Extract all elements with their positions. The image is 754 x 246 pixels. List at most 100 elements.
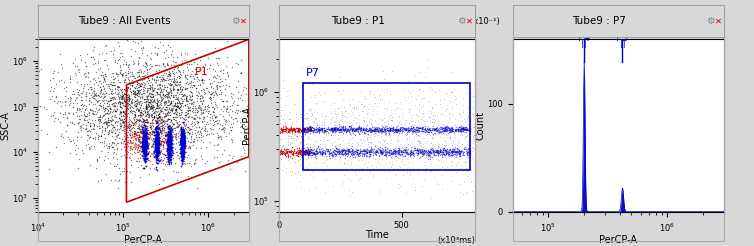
- Point: [116, 94, 128, 98]
- Point: [417, 129, 429, 133]
- Point: [306, 153, 318, 157]
- Point: [220, 106, 232, 110]
- Point: [138, 145, 150, 149]
- Point: [136, 71, 149, 75]
- Point: [124, 109, 136, 113]
- Point: [372, 147, 385, 151]
- Point: [242, 71, 254, 75]
- Point: [398, 126, 410, 130]
- Point: [163, 144, 175, 148]
- Point: [153, 92, 165, 96]
- Point: [136, 141, 149, 145]
- Point: [136, 154, 149, 158]
- Point: [131, 82, 143, 86]
- Point: [87, 55, 100, 59]
- Point: [306, 128, 318, 132]
- Point: [165, 63, 177, 67]
- Point: [411, 142, 423, 146]
- Point: [234, 154, 247, 158]
- Point: [296, 152, 308, 155]
- Point: [176, 125, 188, 129]
- Point: [280, 125, 292, 129]
- Point: [149, 146, 161, 150]
- Point: [366, 121, 378, 125]
- Point: [391, 149, 403, 153]
- Point: [328, 109, 340, 113]
- Point: [412, 151, 425, 155]
- Point: [153, 138, 165, 141]
- Point: [183, 132, 195, 136]
- Point: [155, 87, 167, 91]
- Point: [307, 130, 319, 134]
- Point: [138, 151, 150, 155]
- Point: [103, 92, 115, 96]
- Point: [139, 150, 152, 154]
- Point: [299, 148, 311, 152]
- Point: [109, 90, 121, 93]
- Point: [293, 148, 305, 152]
- Point: [151, 91, 163, 94]
- Point: [333, 75, 345, 78]
- Point: [363, 126, 375, 130]
- Point: [454, 149, 466, 153]
- Point: [141, 110, 153, 114]
- Point: [207, 74, 219, 78]
- Point: [156, 117, 168, 121]
- Point: [176, 132, 188, 136]
- Point: [452, 126, 464, 130]
- Point: [183, 81, 195, 85]
- Point: [90, 166, 102, 170]
- Point: [152, 159, 164, 163]
- Point: [152, 148, 164, 152]
- Point: [305, 95, 317, 99]
- Point: [180, 98, 192, 102]
- Point: [232, 103, 244, 107]
- Point: [444, 148, 456, 152]
- Point: [372, 127, 384, 131]
- Point: [139, 142, 151, 146]
- Point: [146, 95, 158, 99]
- Point: [349, 129, 361, 133]
- Point: [437, 150, 449, 154]
- Point: [197, 115, 209, 119]
- Point: [57, 80, 69, 84]
- Point: [385, 113, 397, 117]
- Text: P4: P4: [578, 32, 590, 43]
- Point: [159, 108, 171, 111]
- Point: [461, 166, 473, 170]
- Point: [54, 120, 66, 124]
- Point: [138, 145, 150, 149]
- Point: [412, 127, 425, 131]
- Point: [165, 107, 177, 110]
- Point: [375, 150, 387, 154]
- Point: [129, 113, 141, 117]
- Point: [156, 98, 168, 102]
- Point: [327, 154, 339, 158]
- Point: [165, 124, 177, 128]
- Point: [369, 151, 381, 155]
- Point: [155, 140, 167, 144]
- Point: [454, 127, 466, 131]
- Point: [238, 122, 250, 126]
- Point: [163, 147, 175, 151]
- Point: [130, 144, 143, 148]
- Point: [295, 134, 307, 138]
- Point: [136, 137, 149, 141]
- Point: [149, 133, 161, 137]
- Point: [340, 152, 352, 156]
- Point: [289, 132, 301, 136]
- Point: [365, 150, 377, 154]
- Point: [151, 132, 163, 136]
- Point: [379, 153, 391, 157]
- Point: [162, 154, 174, 158]
- Point: [103, 145, 115, 149]
- Point: [449, 150, 461, 154]
- Point: [286, 152, 298, 156]
- Point: [139, 138, 151, 142]
- Point: [133, 133, 145, 137]
- Point: [382, 128, 394, 132]
- Point: [449, 128, 461, 132]
- Point: [71, 107, 83, 111]
- Point: [163, 158, 175, 162]
- Point: [139, 146, 151, 150]
